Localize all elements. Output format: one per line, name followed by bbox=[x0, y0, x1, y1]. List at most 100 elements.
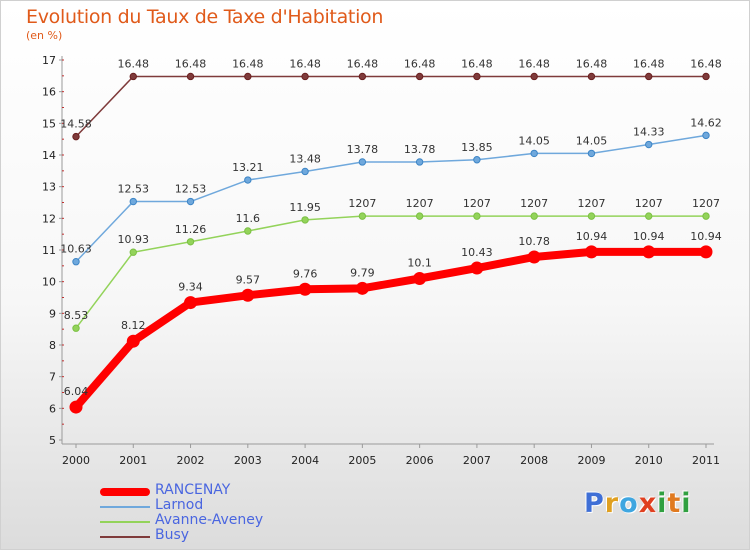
data-point-larnod bbox=[186, 197, 195, 206]
data-label-rancenay: 6.04 bbox=[64, 385, 89, 398]
data-point-avanne-aveney bbox=[473, 212, 481, 220]
legend-item-rancenay: RANCENAY bbox=[100, 482, 360, 499]
chart-subtitle: (en %) bbox=[26, 29, 63, 42]
data-label-larnod: 12.53 bbox=[118, 183, 150, 196]
data-label-rancenay: 9.34 bbox=[178, 281, 203, 294]
data-point-avanne-aveney bbox=[72, 324, 80, 332]
legend-label: Larnod bbox=[155, 497, 204, 513]
data-label-avanne-aveney: 1207 bbox=[406, 197, 434, 210]
data-label-larnod: 14.05 bbox=[518, 134, 550, 147]
data-label-busy: 14.58 bbox=[60, 118, 92, 131]
legend-swatch bbox=[100, 488, 150, 496]
data-point-busy bbox=[301, 72, 309, 81]
data-point-larnod bbox=[415, 158, 424, 166]
data-label-larnod: 14.05 bbox=[576, 134, 608, 147]
legend-item-busy: Busy bbox=[100, 527, 360, 544]
data-label-rancenay: 8.12 bbox=[121, 319, 146, 332]
data-point-larnod bbox=[530, 149, 538, 158]
data-label-larnod: 14.33 bbox=[633, 126, 665, 139]
data-point-avanne-aveney bbox=[186, 238, 195, 246]
y-tick-label: 7 bbox=[49, 371, 56, 384]
data-point-busy bbox=[358, 72, 367, 81]
data-label-rancenay: 9.79 bbox=[350, 266, 375, 279]
data-label-busy: 16.48 bbox=[289, 57, 321, 70]
data-point-busy bbox=[186, 72, 195, 81]
data-point-busy bbox=[415, 72, 424, 81]
legend-label: RANCENAY bbox=[155, 482, 231, 498]
x-tick-label: 2010 bbox=[635, 454, 663, 467]
x-tick-label: 2002 bbox=[177, 454, 205, 467]
logo-letter: i bbox=[657, 488, 668, 519]
data-point-avanne-aveney bbox=[301, 216, 309, 224]
data-point-avanne-aveney bbox=[587, 212, 596, 220]
data-label-larnod: 14.62 bbox=[690, 116, 722, 129]
data-point-rancenay bbox=[69, 400, 83, 414]
data-label-avanne-aveney: 11.95 bbox=[289, 201, 321, 214]
data-label-larnod: 13.78 bbox=[347, 143, 379, 156]
data-label-busy: 16.48 bbox=[232, 57, 264, 70]
data-label-avanne-aveney: 1207 bbox=[520, 197, 548, 210]
data-point-larnod bbox=[301, 167, 309, 176]
data-label-busy: 16.48 bbox=[175, 57, 207, 70]
data-label-rancenay: 10.94 bbox=[633, 230, 665, 243]
y-tick-label: 14 bbox=[42, 149, 56, 162]
data-label-avanne-aveney: 1207 bbox=[692, 197, 720, 210]
y-tick-label: 6 bbox=[49, 402, 56, 415]
data-point-larnod bbox=[702, 131, 710, 140]
x-tick-label: 2000 bbox=[62, 454, 90, 467]
series-line-busy bbox=[75, 75, 707, 138]
logo-letter: x bbox=[638, 488, 658, 519]
logo-letter: P bbox=[584, 488, 605, 519]
y-tick-label: 10 bbox=[42, 276, 56, 289]
data-point-rancenay bbox=[642, 245, 656, 259]
data-point-larnod bbox=[129, 197, 137, 206]
data-point-rancenay bbox=[184, 296, 198, 310]
y-tick-label: 12 bbox=[42, 212, 56, 225]
data-label-avanne-aveney: 1207 bbox=[635, 197, 663, 210]
x-tick-label: 2009 bbox=[577, 454, 605, 467]
y-tick-label: 13 bbox=[42, 181, 56, 194]
data-label-avanne-aveney: 11.6 bbox=[236, 212, 261, 225]
data-point-avanne-aveney bbox=[645, 212, 653, 220]
x-tick-label: 2003 bbox=[234, 454, 262, 467]
proxiti-logo: Proxiti bbox=[584, 488, 692, 519]
x-tick-label: 2004 bbox=[291, 454, 319, 467]
data-label-rancenay: 10.1 bbox=[407, 257, 432, 270]
x-tick-label: 2011 bbox=[692, 454, 720, 467]
data-label-busy: 16.48 bbox=[518, 57, 550, 70]
legend-item-larnod: Larnod bbox=[100, 497, 360, 514]
x-tick-label: 2008 bbox=[520, 454, 548, 467]
data-point-larnod bbox=[473, 156, 481, 164]
data-point-rancenay bbox=[527, 250, 541, 264]
data-point-busy bbox=[72, 132, 80, 141]
data-point-rancenay bbox=[699, 245, 713, 259]
x-tick-label: 2001 bbox=[119, 454, 147, 467]
data-point-busy bbox=[473, 72, 481, 81]
data-point-larnod bbox=[587, 149, 596, 158]
data-point-rancenay bbox=[298, 282, 312, 296]
data-point-avanne-aveney bbox=[415, 212, 424, 220]
data-label-rancenay: 9.57 bbox=[236, 273, 261, 286]
data-label-avanne-aveney: 1207 bbox=[463, 197, 491, 210]
data-point-rancenay bbox=[470, 261, 484, 275]
legend-label: Avanne-Aveney bbox=[155, 512, 264, 528]
data-label-rancenay: 10.78 bbox=[518, 235, 550, 248]
series-line-rancenay bbox=[72, 247, 710, 412]
data-point-busy bbox=[587, 72, 596, 81]
data-label-busy: 16.48 bbox=[461, 57, 493, 70]
data-label-busy: 16.48 bbox=[576, 57, 608, 70]
series-line-avanne-aveney bbox=[75, 215, 707, 329]
data-label-larnod: 13.48 bbox=[289, 152, 321, 165]
data-point-rancenay bbox=[413, 272, 427, 285]
data-label-avanne-aveney: 8.53 bbox=[64, 309, 89, 322]
data-point-avanne-aveney bbox=[358, 212, 367, 220]
y-tick-label: 9 bbox=[49, 307, 56, 320]
data-point-busy bbox=[129, 72, 137, 81]
data-point-rancenay bbox=[126, 334, 140, 348]
data-point-larnod bbox=[72, 258, 80, 266]
data-point-avanne-aveney bbox=[129, 248, 137, 256]
data-point-rancenay bbox=[241, 288, 255, 302]
series-line-larnod bbox=[75, 134, 707, 263]
data-label-larnod: 10.63 bbox=[60, 243, 92, 256]
